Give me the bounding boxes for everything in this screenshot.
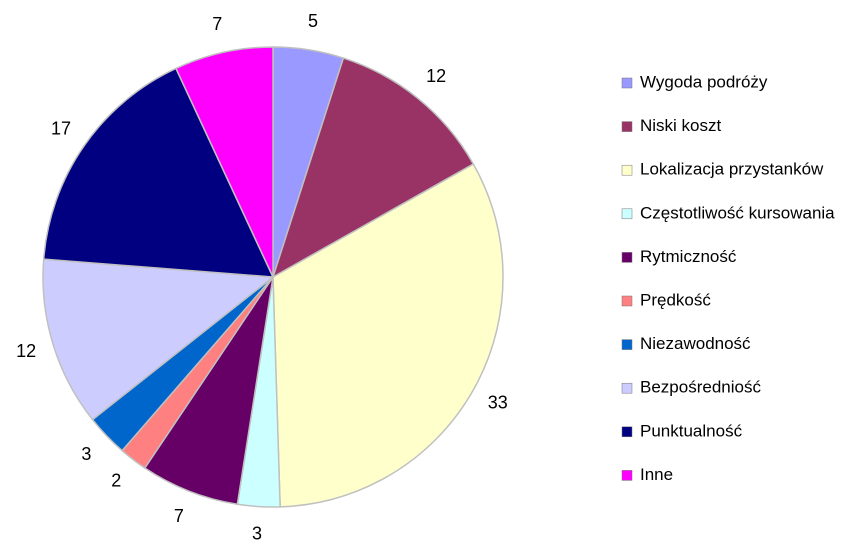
legend-label: Inne bbox=[640, 465, 673, 484]
legend-label: Wygoda podróży bbox=[640, 72, 768, 91]
pie-slice bbox=[42, 67, 275, 278]
legend-label: Częstotliwość kursowania bbox=[640, 203, 835, 222]
data-label: 7 bbox=[212, 14, 222, 34]
legend-label: Niezawodność bbox=[640, 334, 751, 353]
legend-label: Bezpośredniość bbox=[640, 378, 761, 397]
legend-swatch bbox=[621, 121, 633, 132]
data-label: 7 bbox=[174, 506, 184, 526]
legend-label: Punktualność bbox=[640, 421, 743, 440]
data-label: 5 bbox=[308, 11, 318, 31]
data-label: 33 bbox=[488, 392, 508, 412]
legend-swatch bbox=[621, 77, 633, 89]
data-label: 12 bbox=[16, 341, 36, 361]
legend-swatch bbox=[621, 252, 633, 263]
data-label: 3 bbox=[81, 444, 91, 464]
legend-label: Niski koszt bbox=[640, 116, 722, 135]
data-label: 3 bbox=[252, 523, 262, 543]
legend-swatch bbox=[621, 339, 633, 350]
data-label: 12 bbox=[426, 66, 446, 86]
pie-slice bbox=[42, 258, 275, 421]
pie-slice bbox=[174, 46, 274, 278]
legend-swatch bbox=[621, 470, 633, 481]
data-label: 2 bbox=[111, 471, 121, 491]
pie-slice bbox=[271, 57, 475, 279]
legend-swatch bbox=[621, 295, 633, 307]
legend-label: Rytmiczność bbox=[640, 247, 737, 266]
legend-swatch bbox=[621, 164, 633, 176]
pie-slice bbox=[272, 163, 504, 508]
legend-swatch bbox=[621, 382, 633, 394]
data-label: 17 bbox=[51, 119, 71, 139]
legend-swatch bbox=[621, 426, 633, 438]
legend-label: Lokalizacja przystanków bbox=[640, 160, 824, 179]
legend-label: Prędkość bbox=[640, 290, 711, 309]
legend-swatch bbox=[621, 208, 633, 220]
